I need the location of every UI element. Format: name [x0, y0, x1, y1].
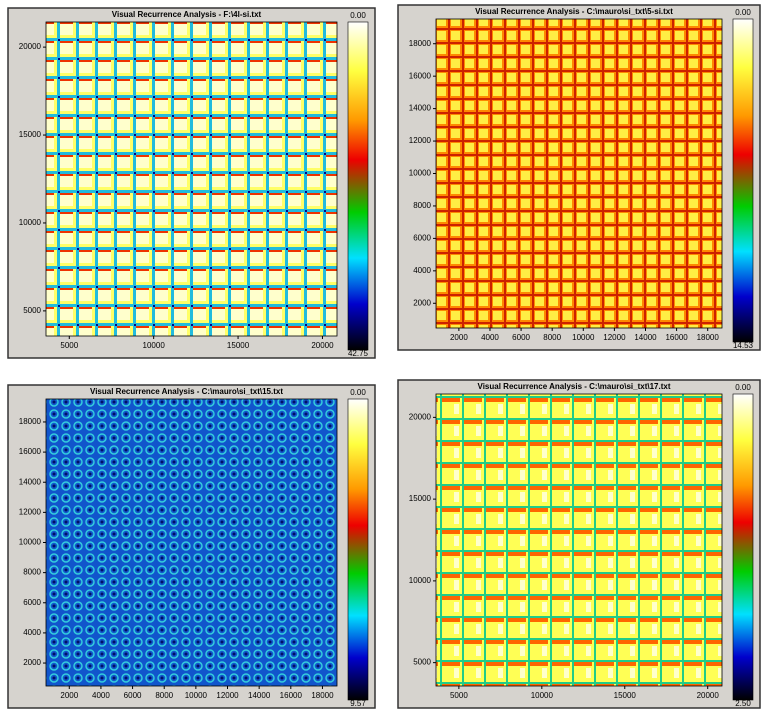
y-tick-label: 20000 — [19, 42, 42, 51]
window-title: Visual Recurrence Analysis - C:\mauro\si… — [90, 387, 283, 396]
y-tick-label: 6000 — [23, 598, 41, 607]
y-tick-label: 8000 — [23, 568, 41, 577]
recurrence-window: Visual Recurrence Analysis - C:\mauro\si… — [398, 5, 760, 350]
x-tick-label: 5000 — [450, 691, 468, 700]
recurrence-window: Visual Recurrence Analysis - F:\4l-si.tx… — [8, 8, 375, 358]
y-tick-label: 5000 — [23, 306, 41, 315]
y-tick-label: 12000 — [19, 507, 42, 516]
x-tick-label: 14000 — [248, 691, 271, 700]
y-tick-label: 18000 — [409, 39, 432, 48]
color-scale — [733, 19, 753, 342]
x-tick-label: 4000 — [92, 691, 110, 700]
screenshot: Visual Recurrence Analysis - F:\4l-si.tx… — [0, 0, 762, 713]
x-tick-label: 12000 — [603, 333, 626, 342]
x-tick-label: 10000 — [143, 341, 166, 350]
x-tick-label: 20000 — [697, 691, 720, 700]
x-tick-label: 10000 — [185, 691, 208, 700]
y-tick-label: 10000 — [409, 576, 432, 585]
scale-bottom-label: 14.53 — [733, 341, 754, 350]
window-title: Visual Recurrence Analysis - C:\mauro\si… — [475, 7, 673, 16]
y-tick-label: 10000 — [19, 538, 42, 547]
y-tick-label: 4000 — [413, 266, 431, 275]
y-tick-label: 4000 — [23, 628, 41, 637]
x-tick-label: 16000 — [665, 333, 688, 342]
y-tick-label: 16000 — [19, 447, 42, 456]
recurrence-plot — [46, 399, 337, 686]
y-tick-label: 10000 — [409, 169, 432, 178]
scale-top-label: 0.00 — [350, 388, 366, 397]
window-title: Visual Recurrence Analysis - F:\4l-si.tx… — [112, 10, 262, 19]
recurrence-window: Visual Recurrence Analysis - C:\mauro\si… — [8, 385, 375, 708]
y-tick-label: 2000 — [413, 298, 431, 307]
x-tick-label: 4000 — [481, 333, 499, 342]
x-tick-label: 15000 — [227, 341, 250, 350]
x-tick-label: 18000 — [311, 691, 334, 700]
color-scale — [348, 22, 368, 350]
x-tick-label: 8000 — [543, 333, 561, 342]
scale-top-label: 0.00 — [350, 11, 366, 20]
x-tick-label: 6000 — [512, 333, 530, 342]
y-tick-label: 6000 — [413, 233, 431, 242]
y-tick-label: 18000 — [19, 417, 42, 426]
scale-top-label: 0.00 — [735, 383, 751, 392]
x-tick-label: 2000 — [450, 333, 468, 342]
y-tick-label: 15000 — [19, 130, 42, 139]
y-tick-label: 16000 — [409, 71, 432, 80]
x-tick-label: 16000 — [280, 691, 303, 700]
x-tick-label: 5000 — [60, 341, 78, 350]
scale-bottom-label: 2.50 — [735, 699, 751, 708]
x-tick-label: 15000 — [614, 691, 637, 700]
recurrence-window: Visual Recurrence Analysis - C:\mauro\si… — [398, 380, 760, 708]
x-tick-label: 18000 — [697, 333, 720, 342]
y-tick-label: 12000 — [409, 136, 432, 145]
color-scale — [348, 399, 368, 700]
x-tick-label: 6000 — [124, 691, 142, 700]
recurrence-plot — [46, 22, 337, 336]
recurrence-plot — [436, 394, 722, 686]
scale-bottom-label: 9.57 — [350, 699, 366, 708]
y-tick-label: 15000 — [409, 494, 432, 503]
scale-top-label: 0.00 — [735, 8, 751, 17]
x-tick-label: 12000 — [216, 691, 239, 700]
x-tick-label: 14000 — [634, 333, 657, 342]
x-tick-label: 8000 — [155, 691, 173, 700]
y-tick-label: 10000 — [19, 218, 42, 227]
x-tick-label: 10000 — [572, 333, 595, 342]
x-tick-label: 2000 — [60, 691, 78, 700]
y-tick-label: 14000 — [409, 104, 432, 113]
y-tick-label: 14000 — [19, 477, 42, 486]
window-title: Visual Recurrence Analysis - C:\mauro\si… — [478, 382, 671, 391]
x-tick-label: 10000 — [531, 691, 554, 700]
y-tick-label: 2000 — [23, 658, 41, 667]
recurrence-plot — [436, 19, 722, 328]
x-tick-label: 20000 — [311, 341, 334, 350]
y-tick-label: 5000 — [413, 658, 431, 667]
y-tick-label: 20000 — [409, 412, 432, 421]
y-tick-label: 8000 — [413, 201, 431, 210]
color-scale — [733, 394, 753, 700]
scale-bottom-label: 42.75 — [348, 349, 369, 358]
